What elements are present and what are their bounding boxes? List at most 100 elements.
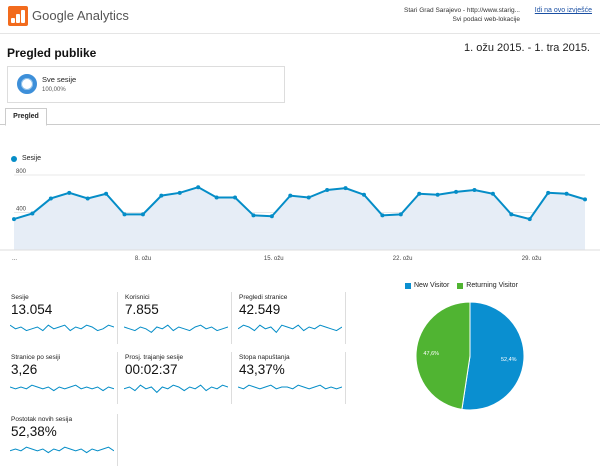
data-point [325, 188, 330, 192]
data-point [564, 191, 569, 196]
metric-sparkline [238, 384, 342, 390]
data-point [509, 212, 514, 217]
x-tick-label: 29. ožu [522, 256, 542, 262]
series-line [13, 186, 586, 221]
new-visitor-swatch-icon [405, 282, 411, 289]
analytics-logo-icon [8, 6, 28, 26]
legend-returning-visitor-label: Returning Visitor [466, 282, 518, 289]
data-point [435, 192, 440, 197]
data-point [380, 213, 385, 218]
segment-ring-icon [17, 74, 37, 94]
pie-slice-1 [415, 301, 471, 410]
data-point [177, 190, 182, 195]
data-point [472, 188, 477, 192]
legend-new-visitor: New Visitor [405, 282, 449, 289]
data-point [196, 185, 201, 190]
metric-card[interactable]: Sesije 13.054 [8, 292, 118, 344]
data-point [398, 212, 403, 217]
data-point [306, 195, 311, 200]
legend-new-visitor-label: New Visitor [414, 282, 450, 289]
page-title: Pregled publike [7, 46, 97, 60]
data-point [214, 195, 219, 200]
tab-overview[interactable]: Pregled [5, 108, 47, 126]
metric-label: Stranice po sesiji [11, 354, 61, 361]
metric-value: 43,37% [239, 362, 285, 377]
metric-value: 3,26 [11, 362, 38, 377]
x-tick-label: ... [12, 256, 17, 262]
metric-card[interactable]: Stopa napuštanja 43,37% [236, 352, 346, 404]
metric-label: Korisnici [125, 294, 150, 301]
data-point [48, 196, 53, 201]
data-point [30, 211, 35, 216]
data-point [12, 217, 16, 222]
sparkline-line [10, 384, 114, 392]
metric-sparkline [124, 324, 228, 334]
sparkline-line [10, 446, 114, 454]
segment-name: Sve sesije [42, 75, 77, 84]
metric-label: Stopa napuštanja [239, 354, 290, 361]
sparkline-line [238, 324, 342, 334]
x-tick-label: 15. ožu [264, 256, 284, 262]
data-point [343, 186, 348, 191]
metric-value: 7.855 [125, 302, 159, 317]
sparkline-line [124, 384, 228, 394]
segment-box[interactable]: Sve sesije 100,00% [7, 66, 285, 103]
data-point [490, 191, 495, 196]
series-label: Sesije [22, 155, 42, 162]
metric-value: 52,38% [11, 424, 57, 439]
pie-slice-label: 47,6% [423, 351, 439, 357]
returning-visitor-swatch-icon [457, 282, 464, 289]
data-point [67, 190, 72, 195]
data-point [288, 193, 293, 198]
sparkline-line [10, 324, 114, 332]
data-point [361, 192, 366, 197]
metric-value: 42.549 [239, 302, 281, 317]
sessions-chart: 400 800... 8. ožu 15. ožu 22. ožu 29. ožu [0, 169, 600, 262]
metric-label: Pregledi stranice [239, 294, 288, 301]
metric-card[interactable]: Pregledi stranice 42.549 [236, 292, 346, 344]
data-point [140, 212, 145, 217]
metric-sparkline [10, 446, 114, 454]
segment-percent: 100,00% [42, 87, 66, 93]
pie-slice-0 [461, 301, 525, 411]
metric-card[interactable]: Postotak novih sesija 52,38% [8, 414, 118, 466]
sparkline-line [238, 384, 342, 390]
top-bar: Google Analytics Stari Grad Sarajevo - h… [0, 0, 600, 34]
metric-card[interactable]: Stranice po sesiji 3,26 [8, 352, 118, 404]
visitor-pie-chart: 52,4% 47,6% [415, 301, 525, 411]
account-view: Svi podaci web-lokacije [452, 16, 520, 23]
account-info: Stari Grad Sarajevo - http://www.starig.… [404, 6, 520, 24]
data-point [583, 197, 587, 202]
y-tick-label: 800 [16, 169, 27, 175]
data-point [417, 191, 422, 196]
metric-label: Postotak novih sesija [11, 416, 73, 423]
metric-sparkline [124, 384, 228, 394]
data-point [104, 191, 109, 196]
data-point [233, 195, 238, 200]
metric-sparkline [10, 324, 114, 332]
chart-metric-legend[interactable]: Sesije [11, 155, 41, 162]
data-point [85, 196, 90, 201]
metric-sparkline [238, 324, 342, 334]
series-dot-icon [11, 155, 17, 162]
metric-label: Sesije [11, 294, 29, 301]
y-tick-label: 400 [16, 207, 27, 213]
date-range-selector[interactable]: 1. ožu 2015. - 1. tra 2015. [464, 42, 590, 54]
metric-value: 00:02:37 [125, 362, 178, 377]
tab-bar: Pregled [0, 108, 600, 126]
metric-value: 13.054 [11, 302, 53, 317]
data-point [159, 193, 164, 198]
pie-slice-label: 52,4% [501, 357, 517, 363]
data-point [251, 213, 256, 218]
metric-label: Prosj. trajanje sesije [125, 354, 184, 361]
series-area [14, 187, 585, 250]
metric-card[interactable]: Korisnici 7.855 [122, 292, 232, 344]
data-point [269, 214, 274, 219]
go-to-report-link[interactable]: Idi na ovo izvješće [534, 7, 592, 14]
x-tick-label: 8. ožu [135, 256, 151, 262]
metric-sparkline [10, 384, 114, 392]
sparkline-line [124, 324, 228, 334]
data-point [454, 189, 459, 194]
data-point [527, 217, 532, 222]
metric-card[interactable]: Prosj. trajanje sesije 00:02:37 [122, 352, 232, 404]
